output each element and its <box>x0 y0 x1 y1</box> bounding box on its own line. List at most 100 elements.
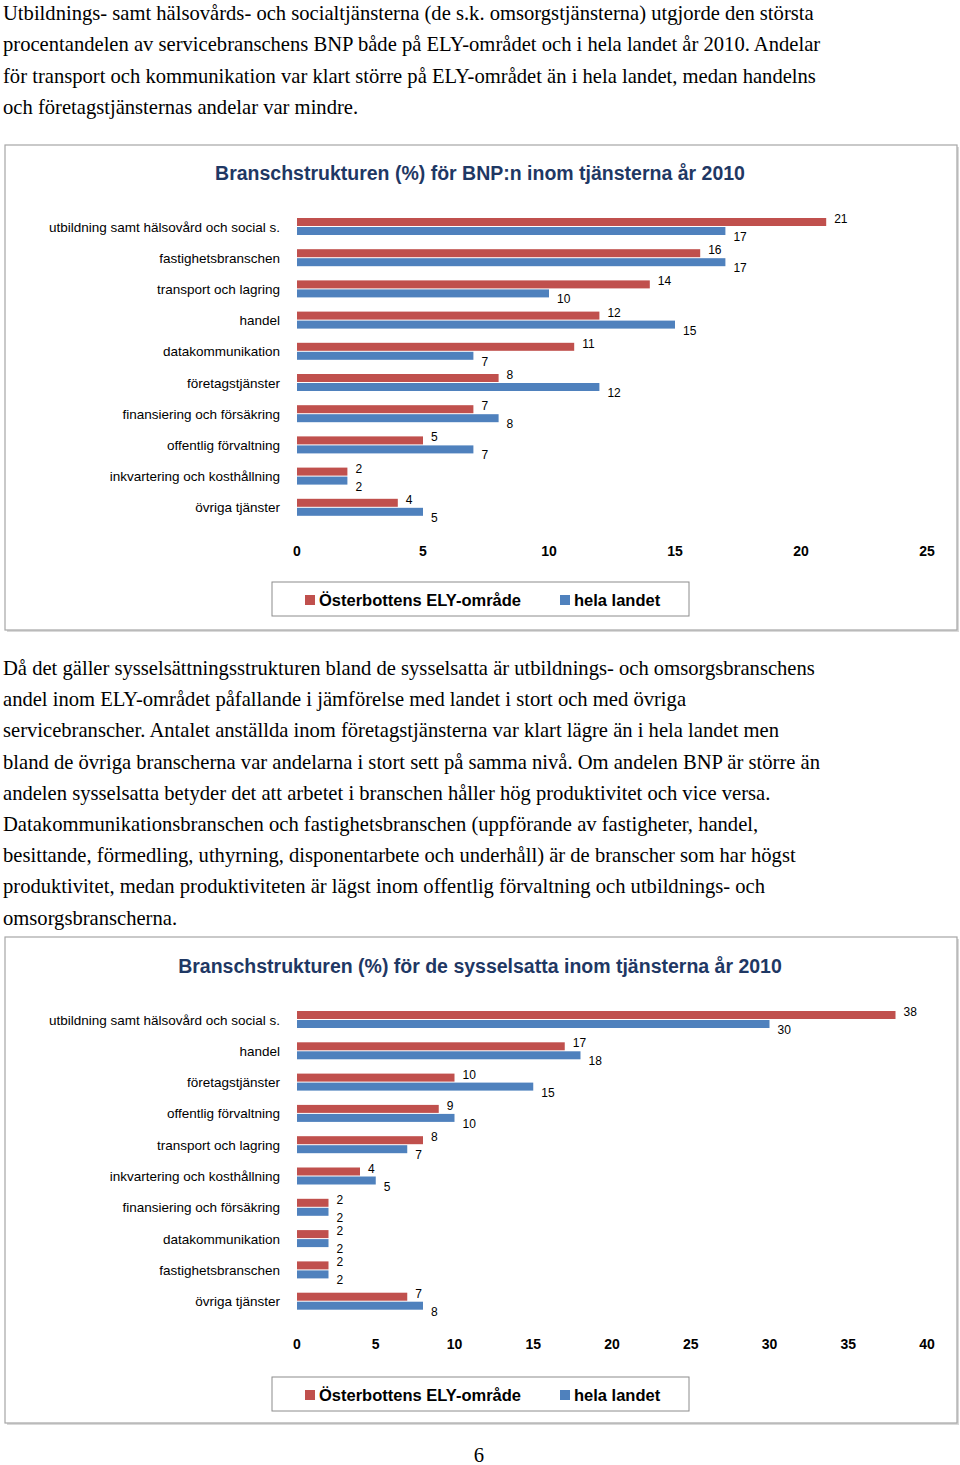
page-number: 6 <box>474 1444 484 1465</box>
bar <box>297 218 826 226</box>
category-label: utbildning samt hälsovård och social s. <box>49 1013 280 1028</box>
data-label: 10 <box>463 1117 477 1131</box>
bar <box>297 1011 896 1019</box>
bar <box>297 1042 565 1050</box>
bar <box>297 1114 455 1122</box>
bar <box>297 1074 455 1082</box>
bar <box>297 289 549 297</box>
paragraph: Då det gäller sysselsättningsstrukturen … <box>3 657 820 930</box>
paragraph-line: servicebranscher. Antalet anställda inom… <box>3 719 779 742</box>
bar <box>297 1020 770 1028</box>
bar <box>297 1105 439 1113</box>
page: Utbildnings- samt hälsovårds- och social… <box>0 0 960 1465</box>
legend-swatch <box>305 595 315 605</box>
legend-swatch <box>305 1390 315 1400</box>
tick-label: 40 <box>919 1336 935 1352</box>
data-label: 2 <box>337 1273 344 1287</box>
bar <box>297 321 675 329</box>
data-label: 17 <box>733 261 747 275</box>
bar <box>297 352 473 360</box>
tick-label: 0 <box>293 1336 301 1352</box>
tick-label: 30 <box>762 1336 778 1352</box>
category-label: transport och lagring <box>157 1138 280 1153</box>
bar <box>297 508 423 516</box>
data-label: 8 <box>507 368 514 382</box>
chart: Branschstrukturen (%) för de sysselsatta… <box>5 937 959 1425</box>
paragraph-line: för transport och kommunikation var klar… <box>3 65 816 88</box>
data-label: 2 <box>355 480 362 494</box>
data-label: 5 <box>384 1180 391 1194</box>
legend-label: hela landet <box>574 1386 661 1404</box>
tick-label: 5 <box>419 543 427 559</box>
bar <box>297 436 423 444</box>
data-label: 17 <box>573 1036 587 1050</box>
tick-label: 20 <box>793 543 809 559</box>
bar <box>297 1270 329 1278</box>
category-label: övriga tjänster <box>195 1294 280 1309</box>
data-label: 18 <box>589 1054 603 1068</box>
category-label: offentlig förvaltning <box>167 438 280 453</box>
data-label: 4 <box>406 493 413 507</box>
category-label: övriga tjänster <box>195 500 280 515</box>
bar <box>297 1239 329 1247</box>
chart: Branschstrukturen (%) för BNP:n inom tjä… <box>5 145 959 632</box>
category-label: inkvartering och kosthållning <box>110 469 280 484</box>
data-label: 30 <box>778 1023 792 1037</box>
data-label: 8 <box>431 1130 438 1144</box>
paragraph-line: Då det gäller sysselsättningsstrukturen … <box>3 657 815 680</box>
paragraph: Utbildnings- samt hälsovårds- och social… <box>3 2 820 119</box>
chart-frame <box>5 937 957 1423</box>
paragraph-line: besittande, förmedling, uthyrning, dispo… <box>3 844 796 867</box>
data-label: 38 <box>904 1005 918 1019</box>
data-labels: 381710984222730181510752228 <box>337 1005 918 1319</box>
tick-label: 25 <box>683 1336 699 1352</box>
bar <box>297 1230 329 1238</box>
data-label: 14 <box>658 274 672 288</box>
bar <box>297 405 473 413</box>
category-label: företagstjänster <box>187 1075 281 1090</box>
data-label: 4 <box>368 1162 375 1176</box>
data-label: 2 <box>337 1242 344 1256</box>
legend-label: Österbottens ELY-område <box>319 591 521 609</box>
bar <box>297 1302 423 1310</box>
data-label: 5 <box>431 430 438 444</box>
tick-label: 15 <box>525 1336 541 1352</box>
data-label: 7 <box>415 1287 422 1301</box>
data-label: 2 <box>337 1193 344 1207</box>
category-label: finansiering och försäkring <box>122 407 280 422</box>
data-label: 7 <box>481 448 488 462</box>
paragraph-line: andel inom ELY-området påfallande i jämf… <box>3 688 686 711</box>
legend-swatch <box>560 595 570 605</box>
bar <box>297 258 725 266</box>
data-label: 2 <box>337 1211 344 1225</box>
data-label: 9 <box>447 1099 454 1113</box>
bars <box>297 1011 896 1310</box>
legend-label: hela landet <box>574 591 661 609</box>
bar <box>297 1177 376 1185</box>
bar <box>297 280 650 288</box>
category-label: handel <box>239 1044 280 1059</box>
legend-swatch <box>560 1390 570 1400</box>
paragraph-line: omsorgsbranscherna. <box>3 907 177 930</box>
bar <box>297 383 599 391</box>
data-label: 8 <box>507 417 514 431</box>
bar <box>297 414 499 422</box>
data-label: 17 <box>733 230 747 244</box>
data-label: 7 <box>481 399 488 413</box>
data-label: 8 <box>431 1305 438 1319</box>
paragraph-line: procentandelen av servicebranschens BNP … <box>3 33 820 56</box>
data-label: 2 <box>337 1224 344 1238</box>
bar <box>297 1293 407 1301</box>
bar <box>297 1136 423 1144</box>
data-label: 12 <box>607 386 621 400</box>
data-label: 10 <box>557 292 571 306</box>
category-label: inkvartering och kosthållning <box>110 1169 280 1184</box>
paragraph-line: bland de övriga branscherna var andelarn… <box>3 751 820 774</box>
tick-label: 0 <box>293 543 301 559</box>
category-label: fastighetsbranschen <box>159 251 280 266</box>
bar <box>297 468 347 476</box>
category-label: transport och lagring <box>157 282 280 297</box>
category-label: handel <box>239 313 280 328</box>
chart-title: Branschstrukturen (%) för BNP:n inom tjä… <box>215 162 745 184</box>
bar <box>297 1199 329 1207</box>
